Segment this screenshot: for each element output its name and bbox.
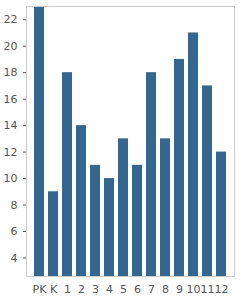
svg-text:11: 11 xyxy=(201,283,215,296)
svg-text:12: 12 xyxy=(4,146,18,159)
svg-text:6: 6 xyxy=(11,225,18,238)
svg-text:18: 18 xyxy=(4,66,18,79)
svg-text:2: 2 xyxy=(78,283,85,296)
svg-text:K: K xyxy=(50,283,58,296)
svg-text:5: 5 xyxy=(120,283,127,296)
svg-text:3: 3 xyxy=(92,283,99,296)
svg-text:6: 6 xyxy=(134,283,141,296)
svg-text:1: 1 xyxy=(64,283,71,296)
svg-text:7: 7 xyxy=(148,283,155,296)
svg-text:16: 16 xyxy=(4,93,18,106)
svg-text:4: 4 xyxy=(11,251,18,264)
svg-text:10: 10 xyxy=(4,172,18,185)
svg-text:9: 9 xyxy=(176,283,183,296)
svg-text:12: 12 xyxy=(215,283,229,296)
svg-text:22: 22 xyxy=(4,13,18,26)
svg-text:20: 20 xyxy=(4,40,18,53)
svg-text:PK: PK xyxy=(33,283,48,296)
svg-text:8: 8 xyxy=(11,199,18,212)
svg-text:14: 14 xyxy=(4,119,18,132)
svg-text:4: 4 xyxy=(106,283,113,296)
svg-text:10: 10 xyxy=(187,283,201,296)
svg-text:8: 8 xyxy=(162,283,169,296)
